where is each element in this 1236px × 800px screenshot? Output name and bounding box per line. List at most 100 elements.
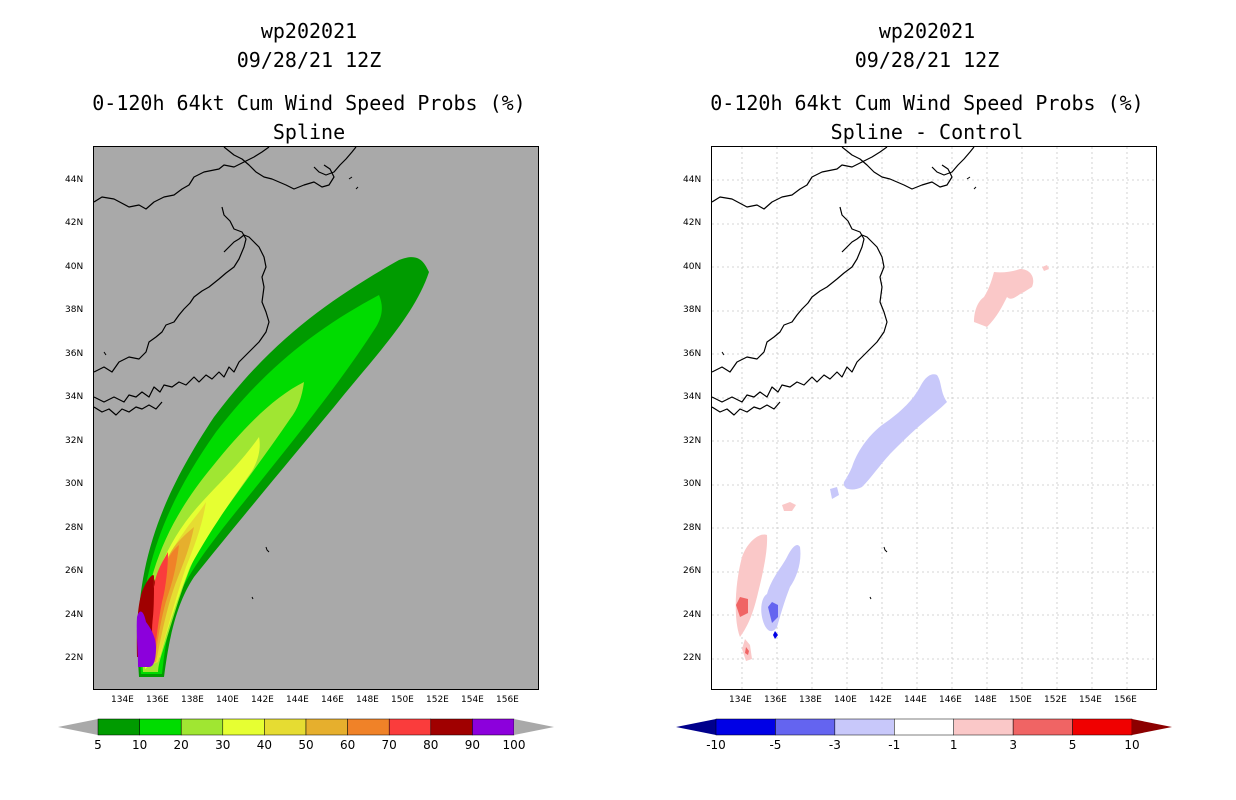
left-colorbar-over-arrow — [514, 719, 554, 735]
right-colorbar-label: 3 — [1009, 738, 1017, 752]
island-right-1 — [721, 351, 725, 356]
right-lon-label: 140E — [834, 695, 857, 705]
left-storm-id: wp202021 — [260, 19, 358, 43]
left-colorbar-label: 20 — [173, 738, 189, 752]
left-lon-label: 138E — [181, 695, 204, 705]
left-lat-label: 40N — [65, 262, 84, 272]
left-colorbar-segment — [180, 718, 224, 736]
right-colorbar-under-arrow — [676, 719, 716, 735]
left-colorbar-label: 30 — [215, 738, 231, 752]
probability-map-svg — [94, 147, 429, 677]
left-subtitle: Spline — [272, 120, 346, 144]
coastlines-right — [712, 147, 975, 416]
coastline-korea-south — [94, 206, 247, 373]
islands — [103, 176, 359, 600]
right-lat-label: 40N — [683, 262, 702, 272]
coastline-honshu — [94, 234, 270, 403]
left-colorbar-segment — [347, 718, 390, 736]
difference-map-svg — [712, 147, 1156, 689]
right-colorbar-label: -5 — [769, 738, 782, 752]
difference-map — [711, 146, 1157, 690]
left-product-title: 0-120h 64kt Cum Wind Speed Probs (%) — [92, 91, 526, 115]
island-right-3 — [869, 596, 872, 600]
right-colorbar-label: 10 — [1124, 738, 1140, 752]
island-5 — [355, 186, 359, 190]
left-colorbar — [58, 718, 554, 736]
right-colorbar-segment — [953, 718, 1014, 736]
right-lon-label: 144E — [904, 695, 927, 705]
prob-contour-70 — [147, 552, 168, 659]
coastline-right-korea-south — [712, 206, 865, 373]
right-lat-label: 44N — [683, 175, 702, 185]
prob-contour-5 — [137, 257, 429, 677]
prob-contour-100 — [136, 611, 156, 667]
right-lat-label: 24N — [683, 610, 702, 620]
right-colorbar-label: -10 — [706, 738, 726, 752]
coastline-right-sakhalin — [931, 147, 975, 176]
left-lat-label: 28N — [65, 523, 84, 533]
diff-negative-1c — [830, 487, 839, 499]
left-lon-label: 136E — [146, 695, 169, 705]
left-colorbar-segment — [388, 718, 432, 736]
prob-contour-20 — [142, 382, 304, 672]
island-right-2 — [883, 546, 888, 553]
diff-negative-3a — [768, 602, 778, 623]
right-subtitle: Spline - Control — [830, 120, 1024, 144]
island-4 — [348, 176, 353, 180]
diff-negative-1a — [761, 545, 801, 632]
right-colorbar-segment — [775, 718, 836, 736]
coastline-right-korea-china — [712, 147, 888, 210]
right-lon-label: 146E — [939, 695, 962, 705]
right-colorbar-segment — [894, 718, 954, 736]
left-lon-label: 142E — [251, 695, 274, 705]
right-datetime: 09/28/21 12Z — [854, 48, 1000, 72]
right-lat-label: 38N — [683, 305, 702, 315]
coastline-sakhalin — [313, 147, 357, 176]
island-right-4 — [966, 176, 971, 180]
coastline-shikoku-kyushu — [94, 401, 163, 416]
diff-positive-1c — [782, 502, 796, 511]
diff-positive-1a — [735, 534, 768, 637]
island-1 — [103, 351, 107, 356]
left-lat-label: 34N — [65, 392, 84, 402]
left-lat-label: 30N — [65, 479, 84, 489]
left-lon-label: 140E — [216, 695, 239, 705]
left-colorbar-label: 100 — [502, 738, 526, 752]
left-lon-label: 154E — [461, 695, 484, 705]
island-2 — [265, 546, 270, 553]
left-datetime: 09/28/21 12Z — [236, 48, 382, 72]
left-lat-label: 36N — [65, 349, 84, 359]
diff-positive-3a — [736, 597, 748, 617]
diff-positive-1d — [974, 269, 1034, 327]
coastline-hokkaido — [223, 147, 335, 190]
left-lat-label: 22N — [65, 653, 84, 663]
right-lon-label: 148E — [974, 695, 997, 705]
prob-contour-30 — [144, 437, 260, 669]
left-colorbar-segment — [472, 718, 515, 736]
left-colorbar-label: 10 — [131, 738, 148, 752]
right-colorbar-label: 1 — [949, 738, 958, 752]
diff-negative-1b — [843, 374, 947, 490]
right-lon-label: 150E — [1009, 695, 1032, 705]
left-lat-label: 38N — [65, 305, 84, 315]
right-colorbar-label: -1 — [888, 738, 901, 752]
right-colorbar-segment — [1012, 718, 1073, 736]
left-colorbar-segment — [264, 718, 307, 736]
right-lat-label: 28N — [683, 523, 702, 533]
left-colorbar-label: 90 — [464, 738, 481, 752]
left-colorbar-label: 80 — [423, 738, 439, 752]
right-colorbar-segment — [834, 718, 895, 736]
left-colorbar-segment — [430, 718, 473, 736]
coastline-right-honshu — [712, 234, 888, 403]
islands-right — [721, 176, 977, 600]
right-colorbar-label: -3 — [828, 738, 841, 752]
left-lon-label: 156E — [496, 695, 519, 705]
island-3 — [251, 596, 254, 600]
coastline-right-hokkaido — [841, 147, 953, 190]
probability-map — [93, 146, 539, 690]
left-lat-label: 26N — [65, 566, 84, 576]
left-lon-label: 148E — [356, 695, 379, 705]
right-lat-label: 22N — [683, 653, 702, 663]
left-colorbar-label: 40 — [256, 738, 273, 752]
left-colorbar-segment — [139, 718, 182, 736]
